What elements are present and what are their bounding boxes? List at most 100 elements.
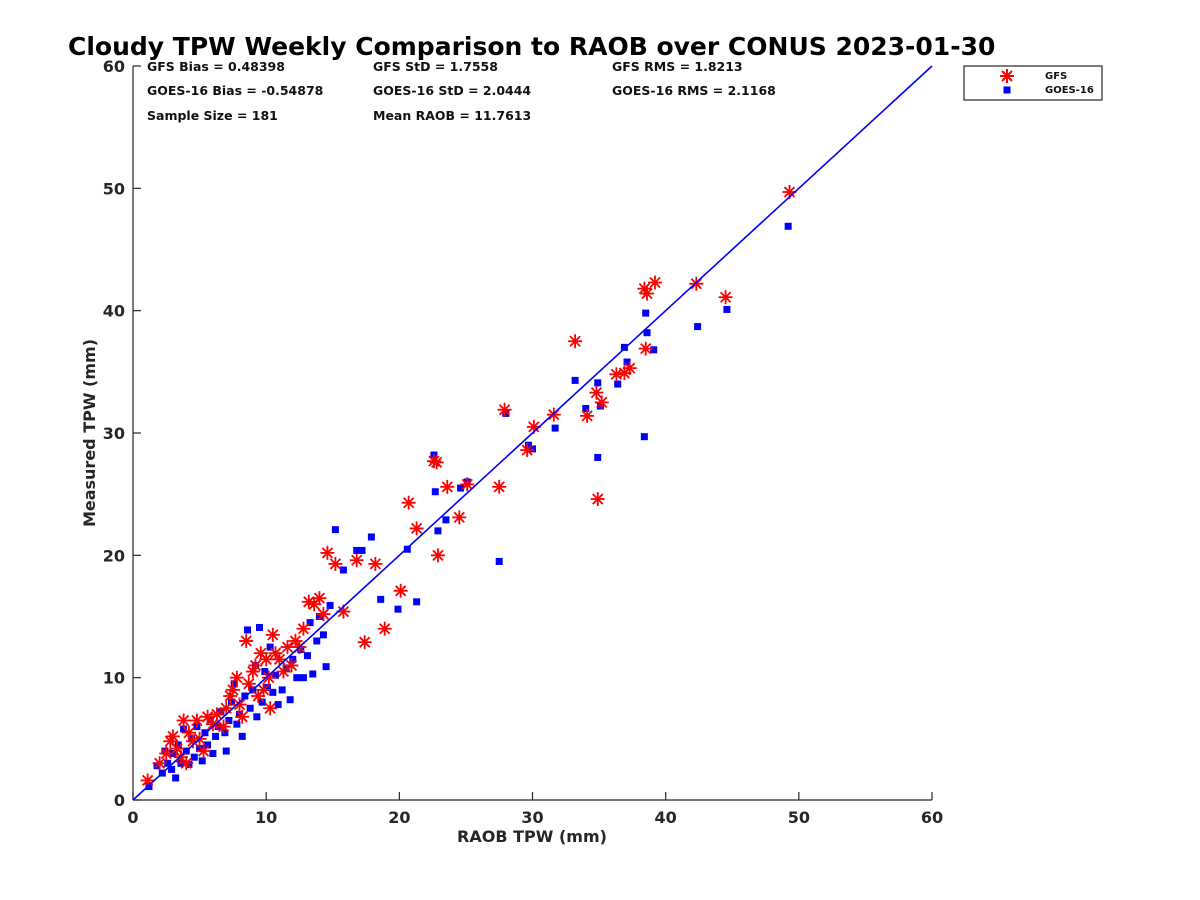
gfs-point xyxy=(152,756,167,771)
goes-16-point xyxy=(204,741,212,749)
goes-16-point xyxy=(209,750,217,758)
goes-16-point xyxy=(286,696,294,704)
goes-16-point xyxy=(278,686,286,694)
gfs-point xyxy=(328,556,343,571)
legend: GFS GOES-16 xyxy=(963,65,1103,101)
goes-16-point xyxy=(315,613,323,620)
goes-16-point xyxy=(309,670,317,678)
goes-16-point xyxy=(582,405,590,413)
gfs-point xyxy=(430,548,445,563)
gfs-point xyxy=(594,395,609,410)
gfs-point xyxy=(320,545,335,560)
goes-16-point xyxy=(222,747,230,755)
goes-16-point xyxy=(313,637,321,645)
goes-16-point xyxy=(457,484,465,492)
goes-16-point xyxy=(413,598,421,606)
gfs-point xyxy=(401,495,416,510)
gfs-point xyxy=(429,455,444,470)
goes-16-point xyxy=(241,692,249,700)
gfs-point xyxy=(239,633,254,648)
goes-16-point xyxy=(261,668,269,676)
y-tick-label: 50 xyxy=(103,179,125,198)
goes-16-point xyxy=(623,358,631,366)
x-tick-label: 20 xyxy=(388,808,410,827)
gfs-point xyxy=(638,341,653,356)
gfs-point xyxy=(349,553,364,568)
goes-16-point xyxy=(201,729,209,737)
goes-16-point xyxy=(331,526,339,534)
goes-16-point xyxy=(339,566,347,574)
goes-16-std-stat: GOES-16 StD = 2.0444 xyxy=(373,83,531,98)
gfs-point xyxy=(368,556,383,571)
gfs-point xyxy=(232,697,247,712)
goes-16-point xyxy=(185,761,193,769)
goes-16-point xyxy=(198,757,206,765)
goes-16-point xyxy=(594,379,602,387)
y-axis-ticks: 0 10 20 30 40 50 60 xyxy=(103,57,141,810)
goes-16-point xyxy=(274,701,282,709)
goes-16-point xyxy=(358,546,366,554)
gfs-point xyxy=(409,521,424,536)
x-tick-label: 10 xyxy=(255,808,277,827)
gfs-point xyxy=(452,510,467,525)
gfs-point xyxy=(241,676,256,691)
legend-goes-16-marker xyxy=(1003,86,1011,94)
gfs-point xyxy=(265,627,280,642)
goes-16-point xyxy=(594,453,602,461)
goes-16-point xyxy=(269,688,277,696)
x-tick-label: 50 xyxy=(788,808,810,827)
goes-16-point xyxy=(694,323,702,331)
goes-16-point xyxy=(650,346,658,354)
goes-16-point xyxy=(353,546,361,554)
y-tick-label: 60 xyxy=(103,57,125,76)
plot-area: 0 10 20 30 40 50 60 0 10 20 30 40 50 60 xyxy=(103,57,943,827)
gfs-bias-stat: GFS Bias = 0.48398 xyxy=(147,59,285,74)
gfs-series xyxy=(140,185,797,788)
y-tick-label: 30 xyxy=(103,424,125,443)
goes-16-point xyxy=(256,624,264,632)
gfs-point xyxy=(284,658,299,673)
goes-16-point xyxy=(225,716,233,724)
goes-16-point xyxy=(190,753,198,761)
goes-16-point xyxy=(168,765,176,773)
goes-16-point xyxy=(230,680,238,688)
goes-16-point xyxy=(551,424,559,432)
x-tick-label: 30 xyxy=(521,808,543,827)
goes-16-point xyxy=(221,729,229,737)
goes-16-point xyxy=(217,708,225,716)
gfs-point xyxy=(296,621,311,636)
goes-16-point xyxy=(495,557,503,565)
goes-16-point xyxy=(196,745,204,753)
goes-16-point xyxy=(620,343,628,351)
legend-gfs-marker xyxy=(1000,69,1014,83)
goes-16-point xyxy=(571,376,579,384)
goes-16-point xyxy=(525,441,533,449)
goes-16-point xyxy=(614,380,622,388)
y-tick-label: 10 xyxy=(103,669,125,688)
goes-16-point xyxy=(643,329,651,337)
sample-size-stat: Sample Size = 181 xyxy=(147,108,278,123)
gfs-point xyxy=(580,408,595,423)
y-tick-label: 20 xyxy=(103,546,125,565)
goes-16-point xyxy=(306,619,314,627)
goes-16-point xyxy=(431,488,439,496)
gfs-point xyxy=(196,744,211,759)
gfs-point xyxy=(440,479,455,494)
gfs-point xyxy=(357,635,372,650)
goes-16-point xyxy=(442,516,450,524)
gfs-point xyxy=(377,621,392,636)
gfs-point xyxy=(159,746,174,761)
one-to-one-line xyxy=(132,65,933,801)
gfs-point xyxy=(263,701,278,716)
y-tick-label: 40 xyxy=(103,302,125,321)
goes-16-point xyxy=(640,433,648,441)
goes-16-point xyxy=(266,643,274,651)
gfs-point xyxy=(312,591,327,606)
x-axis-label: RAOB TPW (mm) xyxy=(457,827,607,846)
legend-goes-16-label: GOES-16 xyxy=(1045,85,1094,96)
gfs-point xyxy=(718,290,733,305)
gfs-point xyxy=(235,709,250,724)
goes-16-point xyxy=(367,533,375,541)
goes-16-rms-stat: GOES-16 RMS = 2.1168 xyxy=(612,83,776,98)
